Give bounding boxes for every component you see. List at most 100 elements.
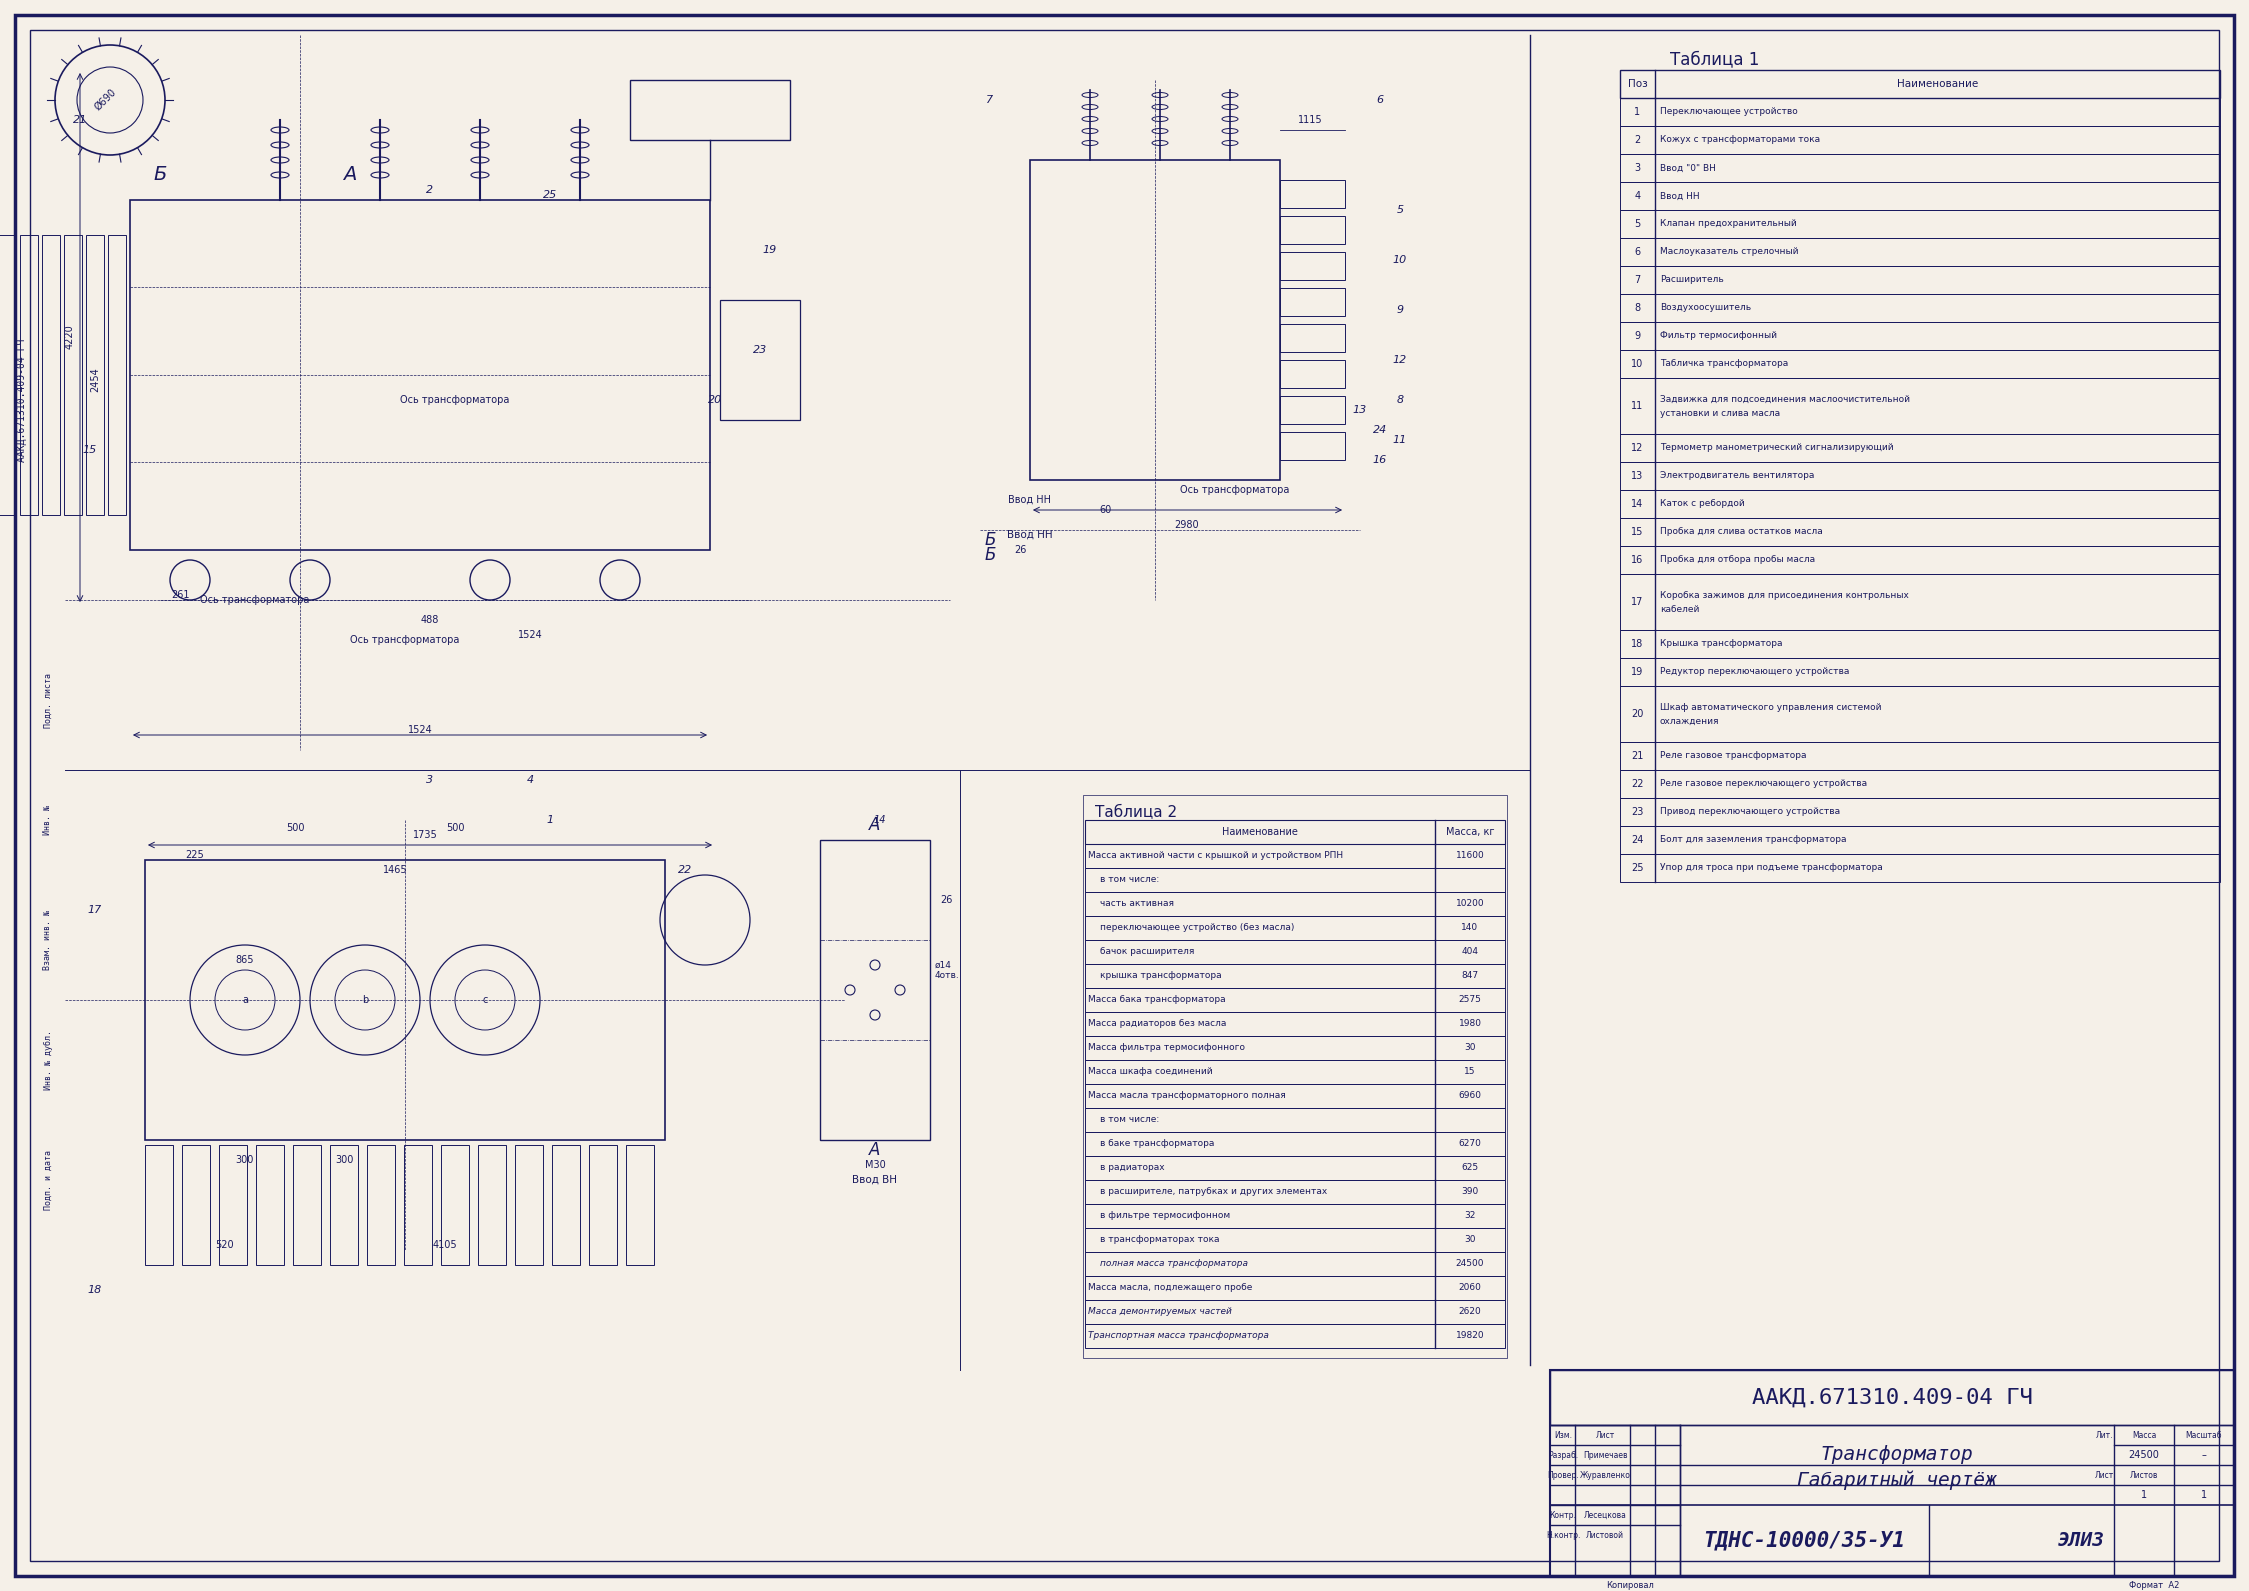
Text: Ввод НН: Ввод НН [1660,191,1700,200]
Text: 23: 23 [753,345,767,355]
Bar [1619,546,2220,574]
Text: Ось трансформатора: Ось трансформатора [400,395,508,406]
Bar [218,1146,247,1265]
Text: 10: 10 [1392,255,1408,266]
Text: 30: 30 [1464,1044,1475,1053]
Text: 21: 21 [72,115,88,126]
Text: 4220: 4220 [65,325,74,350]
Text: 19820: 19820 [1455,1332,1484,1341]
Text: ААКД.671310.409-04 ГЧ: ААКД.671310.409-04 ГЧ [1752,1387,2033,1408]
Text: Шкаф автоматического управления системой: Шкаф автоматического управления системой [1660,703,1882,711]
Text: 4: 4 [526,775,533,784]
Text: 6960: 6960 [1460,1091,1482,1101]
Text: Поз: Поз [1628,80,1646,89]
Text: 500: 500 [286,823,304,834]
Text: 865: 865 [236,955,254,966]
Text: Инв. № дубл.: Инв. № дубл. [43,1029,52,1090]
Text: в том числе:: в том числе: [1100,1115,1158,1125]
Text: 12: 12 [1392,355,1408,364]
Text: 15: 15 [1631,527,1644,538]
Text: Разраб.: Разраб. [1547,1451,1579,1459]
Text: 488: 488 [421,616,439,625]
Text: Масса радиаторов без масла: Масса радиаторов без масла [1089,1020,1226,1028]
Bar [1619,659,2220,686]
Text: 16: 16 [1372,455,1388,465]
Text: Болт для заземления трансформатора: Болт для заземления трансформатора [1660,835,1846,845]
Text: Расширитель: Расширитель [1660,275,1723,285]
Text: Масштаб: Масштаб [2186,1430,2222,1440]
Text: Копировал: Копировал [1606,1581,1653,1591]
Text: 4: 4 [1635,191,1640,200]
Bar [589,1146,616,1265]
Text: 13: 13 [1631,471,1644,480]
Text: 8: 8 [1397,395,1403,406]
Text: ТДНС-10000/35-У1: ТДНС-10000/35-У1 [1705,1531,1905,1551]
Bar [1280,325,1345,352]
Text: Масса активной части с крышкой и устройством РПН: Масса активной части с крышкой и устройс… [1089,851,1343,861]
Text: 8: 8 [1635,302,1640,313]
Bar [85,235,103,515]
Bar [43,235,61,515]
Text: 10: 10 [1631,360,1644,369]
Text: Б: Б [985,531,996,549]
Bar [515,1146,542,1265]
Bar [551,1146,580,1265]
Bar [20,235,38,515]
Text: Подп. и дата: Подп. и дата [43,1150,52,1211]
Text: Инв. №: Инв. № [43,805,52,835]
Bar [1619,321,2220,350]
Text: Б: Б [153,165,166,185]
Text: 9: 9 [1635,331,1640,340]
Bar [1084,1012,1505,1036]
Text: Н.контр.: Н.контр. [1545,1531,1581,1540]
Bar [63,235,81,515]
Text: Таблица 1: Таблица 1 [1671,49,1759,68]
Text: Клапан предохранительный: Клапан предохранительный [1660,220,1797,229]
Bar [1550,1370,2233,1426]
Text: А: А [344,165,358,185]
Bar [1619,519,2220,546]
Bar [1619,770,2220,799]
Bar [1280,180,1345,208]
Bar [1619,490,2220,519]
Text: Термометр манометрический сигнализирующий: Термометр манометрический сигнализирующи… [1660,444,1894,452]
Text: 30: 30 [1464,1236,1475,1244]
Bar [1280,216,1345,243]
Text: 2060: 2060 [1460,1284,1482,1292]
Bar [1084,1133,1505,1157]
Text: установки и слива масла: установки и слива масла [1660,409,1781,417]
Text: Переключающее устройство: Переключающее устройство [1660,108,1797,116]
Text: Ввод ВН: Ввод ВН [852,1176,897,1185]
Text: 9: 9 [1397,305,1403,315]
Text: 847: 847 [1462,972,1478,980]
Text: 25: 25 [542,189,558,200]
Text: 14: 14 [875,815,886,826]
Bar [1619,239,2220,266]
Text: Воздухоосушитель: Воздухоосушитель [1660,304,1752,312]
Bar [1619,434,2220,461]
Text: 18: 18 [88,1286,101,1295]
Bar [1550,1370,2233,1577]
Text: 1524: 1524 [407,725,432,735]
Bar [1084,1300,1505,1324]
Text: А: А [870,816,882,834]
Text: Провер.: Провер. [1547,1470,1579,1480]
Text: 390: 390 [1462,1187,1478,1196]
Bar [1084,1204,1505,1228]
Text: Масса масла трансформаторного полная: Масса масла трансформаторного полная [1089,1091,1286,1101]
Text: 6: 6 [1635,247,1640,258]
Bar [1084,843,1505,869]
Text: Ø690: Ø690 [92,88,117,113]
Text: Электродвигатель вентилятора: Электродвигатель вентилятора [1660,471,1815,480]
Bar [1084,1107,1505,1133]
Bar [182,1146,209,1265]
Text: 22: 22 [1631,780,1644,789]
Text: 2454: 2454 [90,368,99,393]
Text: Лист: Лист [2094,1470,2114,1480]
Text: Масса: Масса [2132,1430,2157,1440]
Bar [479,1146,506,1265]
Text: 2620: 2620 [1460,1308,1482,1316]
Text: Ввод "0" ВН: Ввод "0" ВН [1660,164,1716,172]
Bar [1280,396,1345,423]
Text: 14: 14 [1631,500,1644,509]
